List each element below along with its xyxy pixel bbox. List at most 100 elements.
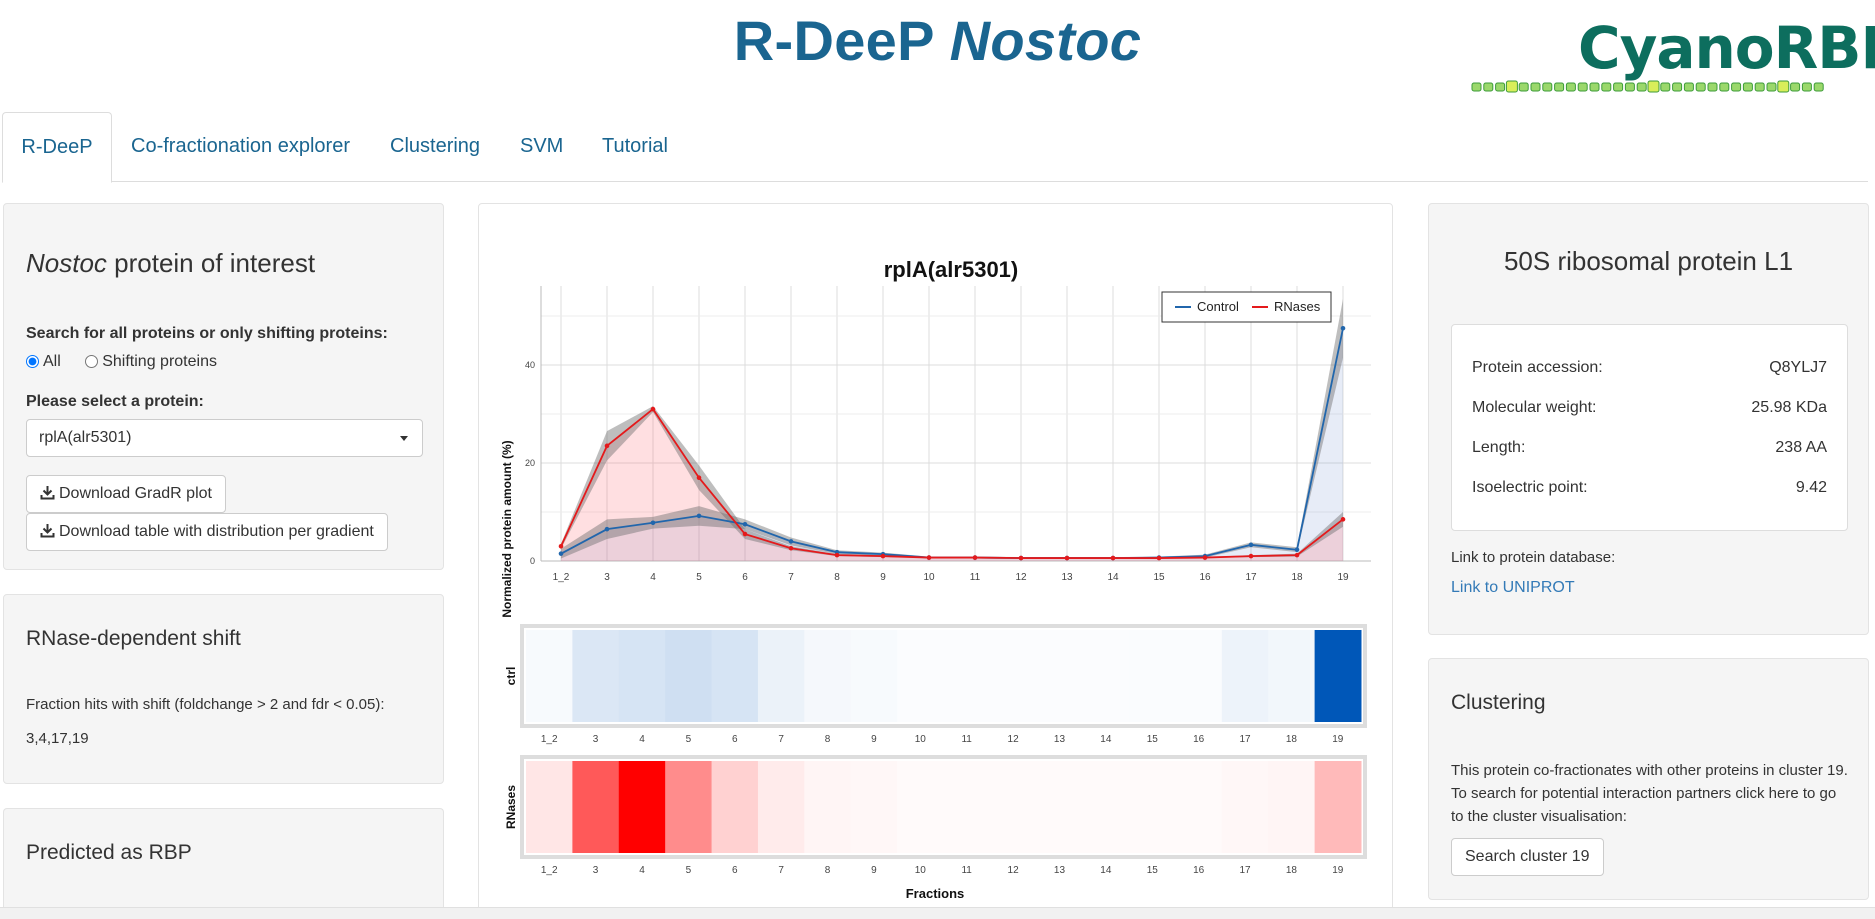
data-point-rnases [1156,555,1162,561]
heatmap-cell-ctrl [850,630,898,722]
x-tick-label: 3 [604,572,610,583]
heatmap-x-tick-label: 17 [1239,734,1251,745]
info-row-isoelectric-point: Isoelectric point: 9.42 [1472,479,1827,497]
protein-details-panel: 50S ribosomal protein L1 Protein accessi… [1428,203,1869,635]
x-tick-label: 18 [1291,572,1303,583]
series-line-rnases [560,407,1344,559]
heatmap-frame-ctrl [520,624,1367,728]
tab-tutorial[interactable]: Tutorial [602,135,668,157]
heatmap-cell-rnases [1082,761,1130,853]
radio-all-option[interactable]: All [26,353,61,370]
data-point-control [1340,325,1346,331]
logo-bead [1731,82,1742,92]
molecular-weight-value: 25.98 KDa [1751,399,1827,416]
x-tick-label: 5 [696,572,702,583]
protein-panel-title-rest: protein of interest [106,248,316,278]
heatmap-x-tick-label: 16 [1193,865,1205,876]
logo-bead [1777,80,1790,93]
heatmap-x-tick-label: 18 [1286,734,1298,745]
radio-shifting[interactable] [85,355,99,368]
tab-clustering[interactable]: Clustering [390,135,481,157]
tab-bar: R-DeeP Co-fractionation explorer Cluster… [2,112,1868,183]
uniprot-link[interactable]: Link to UNIPROT [1451,579,1575,596]
search-cluster-button[interactable]: Search cluster 19 [1451,838,1604,876]
tab-svm[interactable]: SVM [520,135,564,157]
logo-bead [1801,82,1812,92]
radio-shifting-option[interactable]: Shifting proteins [85,353,217,370]
heatmap-x-tick-label: 11 [961,865,972,876]
data-point-control [742,521,748,527]
logo-bead [1518,82,1529,92]
heatmap-cell-ctrl [897,630,944,722]
chart-legend: Control RNases [1161,291,1332,323]
shift-hits: 3,4,17,19 [26,730,89,747]
logo-bead [1636,82,1647,92]
logo-bead [1813,82,1824,92]
heatmap-cell-rnases [1129,761,1176,853]
x-tick-label: 15 [1153,572,1165,583]
x-tick-label: 14 [1107,572,1119,583]
heatmap-cell-rnases [804,761,852,853]
clustering-description: This protein co-fractionates with other … [1451,762,1848,825]
data-point-rnases [696,475,702,481]
search-mode-radios: All Shifting proteins [26,353,217,371]
gradr-plot: rplA(alr5301) Normalized protein amount … [500,257,1371,901]
logo-bead [1624,82,1635,92]
clustering-title: Clustering [1451,691,1546,714]
heatmap-x-tick-label: 1_2 [541,865,558,876]
data-point-rnases [788,545,794,551]
data-point-rnases [1064,555,1070,561]
download-plot-button[interactable]: Download GradR plot [26,475,226,513]
logo-bead [1790,82,1801,92]
protein-name: 50S ribosomal protein L1 [1503,246,1794,276]
x-tick-label: 4 [650,572,656,583]
logo-bead [1495,82,1506,92]
info-row-length: Length: 238 AA [1472,439,1827,457]
x-tick-label: 19 [1337,572,1349,583]
download-table-button[interactable]: Download table with distribution per gra… [26,513,388,551]
logo-bead [1742,82,1753,92]
info-row-accession: Protein accession: Q8YLJ7 [1472,359,1827,377]
heatmap-x-tick-label: 15 [1147,734,1159,745]
protein-select[interactable]: rplA(alr5301) [26,419,423,457]
title-prefix: R-DeeP [733,9,950,72]
heatmap-x-tick-label: 11 [961,734,972,745]
heatmap-row-label: RNases [504,785,518,829]
x-tick-label: 9 [880,572,886,583]
heatmap-x-tick-label: 14 [1100,734,1112,745]
data-point-control [558,551,564,556]
x-tick-label: 8 [834,572,840,583]
heatmap-cell-ctrl [618,630,666,722]
shift-description: Fraction hits with shift (foldchange > 2… [26,696,385,713]
heatmap-cell-rnases [572,761,620,853]
logo-bead [1683,82,1694,92]
heatmap-cell-rnases [711,761,759,853]
data-point-rnases [1110,555,1116,561]
molecular-weight-label: Molecular weight: [1472,399,1597,416]
data-point-rnases [1294,552,1300,558]
heatmap-cell-ctrl [757,630,805,722]
x-tick-label: 16 [1199,572,1211,583]
bottom-scroll-area [0,907,1875,919]
data-point-control [604,526,610,532]
series-area-control [561,328,1343,561]
radio-all[interactable] [26,355,39,368]
data-point-rnases [880,553,886,559]
heatmap-x-tick-label: 9 [871,734,877,745]
heatmap-x-tick-label: 18 [1286,865,1298,876]
tab-rdeep[interactable]: R-DeeP [2,112,112,183]
data-point-rnases [650,406,656,412]
protein-database-label: Link to protein database: [1451,549,1616,566]
heatmap-x-tick-label: 12 [1008,865,1020,876]
accession-label: Protein accession: [1472,359,1603,376]
x-tick-label: 7 [788,572,794,583]
heatmap-x-tick-label: 3 [593,865,599,876]
heatmap-cell-rnases [665,761,713,853]
rbp-prediction-title: Predicted as RBP [26,841,192,864]
logo-bead [1613,82,1624,92]
tab-cofractionation-explorer[interactable]: Co-fractionation explorer [131,135,350,157]
download-icon [40,486,55,500]
x-tick-label: 1_2 [553,572,570,583]
chart-title: rplA(alr5301) [884,257,1019,282]
download-plot-label: Download GradR plot [59,485,212,502]
